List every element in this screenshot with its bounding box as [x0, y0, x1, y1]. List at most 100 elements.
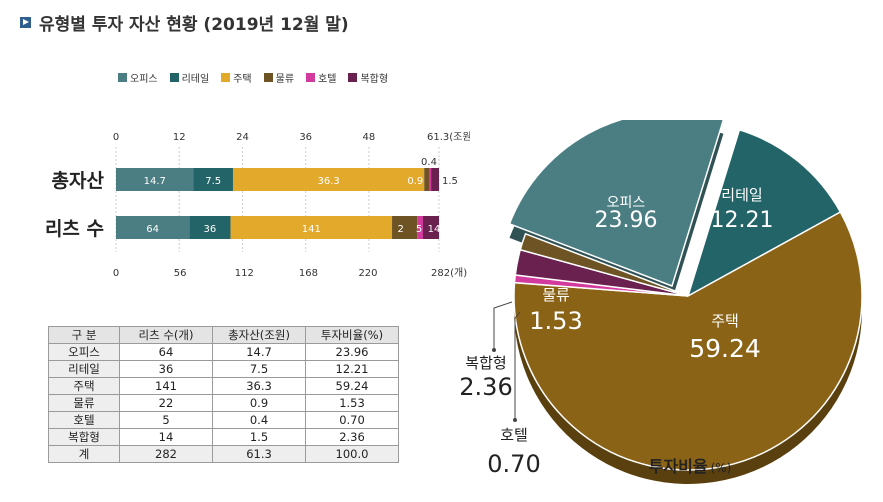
pie-slice-name: 호텔: [500, 426, 528, 444]
pie-slice: [508, 120, 725, 287]
title-bullet-icon: [20, 17, 31, 28]
table-cell: 100.0: [305, 445, 399, 463]
bar-segment: [417, 216, 423, 239]
pie-slice-value: 1.53: [529, 307, 582, 335]
table-row: 호텔 5 0.4 0.70: [48, 411, 399, 429]
bar-value-label: 1.5: [442, 176, 458, 187]
bar-segment: [431, 168, 439, 191]
pie-title: 투자비율 (%): [649, 457, 732, 476]
legend-label: 리테일: [181, 74, 210, 85]
table-header-cell: 투자비율(%): [305, 326, 399, 344]
bar-segment: [428, 168, 432, 191]
table-cell: 주택: [48, 377, 120, 395]
pie-slice-value: 23.96: [595, 208, 658, 233]
table-cell: 59.24: [305, 377, 399, 395]
table-cell: 14: [119, 428, 213, 446]
table-cell: 계: [48, 445, 120, 463]
bar-value-label: 36: [204, 224, 217, 235]
bottom-axis-tick-label: 168: [299, 268, 318, 279]
page-title: 유형별 투자 자산 현황 (2019년 12월 말): [20, 10, 349, 35]
pie-slice-name: 물류: [542, 286, 570, 304]
legend-swatch: [169, 73, 179, 82]
pie-slice-name: 주택: [711, 312, 739, 330]
legend-label: 주택: [233, 74, 252, 85]
leader-dot: [492, 348, 496, 352]
table-row: 복합형 14 1.5 2.36: [48, 428, 399, 446]
table-cell: 물류: [48, 394, 120, 412]
table-cell: 1.53: [305, 394, 399, 412]
bar-value-label: 36.3: [317, 176, 339, 187]
table-cell: 0.70: [305, 411, 399, 429]
table-cell: 64: [119, 343, 213, 361]
legend-item: 물류: [263, 70, 295, 85]
table-cell: 23.96: [305, 343, 399, 361]
legend-item: 리테일: [169, 70, 210, 85]
bar-value-label: 5: [416, 224, 422, 235]
table-cell: 141: [119, 377, 213, 395]
legend-swatch: [306, 73, 316, 82]
table-cell: 36: [119, 360, 213, 378]
category-label: 리츠 수: [45, 218, 104, 240]
bar-value-label: 0.4: [421, 157, 437, 168]
table-cell: 282: [119, 445, 213, 463]
pie-slice: [513, 211, 863, 471]
top-axis-tick-label: 48: [363, 132, 376, 143]
title-text: 유형별 투자 자산 현황 (2019년 12월 말): [39, 15, 349, 35]
legend-item: 오피스: [118, 70, 158, 85]
table-cell: 오피스: [48, 343, 120, 361]
bar-segment: [232, 168, 425, 191]
bottom-axis-tick-label: 0: [113, 268, 119, 279]
table-cell: 36.3: [212, 377, 306, 395]
bar-segment: [230, 216, 393, 239]
bar-segment: [422, 216, 439, 239]
legend-label: 오피스: [130, 74, 158, 85]
table-header-cell: 리츠 수(개): [119, 326, 213, 344]
table-header-row: 구 분 리츠 수(개) 총자산(조원) 투자비율(%): [48, 326, 399, 344]
top-axis-tick-label: 36: [299, 132, 312, 143]
top-axis-tick-label: 0: [113, 132, 119, 143]
pie-title-unit: (%): [711, 461, 732, 475]
legend-item: 복합형: [348, 70, 388, 85]
table-cell: 1.5: [212, 428, 306, 446]
bar-value-label: 7.5: [205, 176, 221, 187]
bar-value-label: 141: [302, 224, 321, 235]
bar-value-label: 14.7: [144, 176, 166, 187]
pie-slice-value: 0.70: [487, 450, 540, 478]
bar-segment: [424, 168, 429, 191]
table-body: 오피스 64 14.7 23.96 리테일 36 7.5 12.21 주택 141 36.3 59.2…: [48, 343, 399, 463]
data-table: 구 분 리츠 수(개) 총자산(조원) 투자비율(%) 오피스 64 14.7 23.96 리…: [48, 326, 399, 463]
pie-slice: [686, 128, 842, 298]
category-label: 총자산: [52, 170, 105, 192]
bar-value-label: 14: [428, 224, 441, 235]
table-cell: 2.36: [305, 428, 399, 446]
table-row: 계 282 61.3 100.0: [48, 445, 399, 463]
table-cell: 0.4: [212, 411, 306, 429]
stacked-bar-chart: 0 12 24 36 48 61.3(조원) 0 56 112 168 220 282(개) 총자산리츠…: [45, 131, 470, 279]
bar-value-label: 64: [146, 224, 159, 235]
table-cell: 호텔: [48, 411, 120, 429]
legend-label: 복합형: [360, 74, 389, 85]
bottom-axis-tick-label: 56: [174, 268, 187, 279]
bar-segment: [116, 216, 190, 239]
table-row: 주택 141 36.3 59.24: [48, 377, 399, 395]
bar-segment: [392, 216, 418, 239]
pie-slice-value: 12.21: [711, 208, 774, 233]
bar-segment: [116, 168, 194, 191]
pie-slice-name: 복합형: [465, 354, 506, 372]
pie-title-text: 투자비율: [649, 457, 708, 476]
leader-line: [493, 301, 513, 350]
table-cell: 14.7: [212, 343, 306, 361]
table-cell: 61.3: [212, 445, 306, 463]
leader-dot: [513, 418, 517, 422]
table-cell: 0.9: [212, 394, 306, 412]
table-header-cell: 구 분: [48, 326, 120, 344]
top-axis-tick-label: 61.3(조원): [427, 131, 470, 143]
legend-label: 물류: [275, 74, 295, 85]
legend-swatch: [221, 73, 231, 82]
legend-item: 주택: [221, 70, 252, 85]
legend-swatch: [263, 73, 273, 82]
legend: 오피스 리테일 주택 물류 호텔 복합형: [118, 70, 388, 85]
legend-swatch: [118, 73, 127, 82]
pie-slice-name: 오피스: [607, 195, 646, 211]
